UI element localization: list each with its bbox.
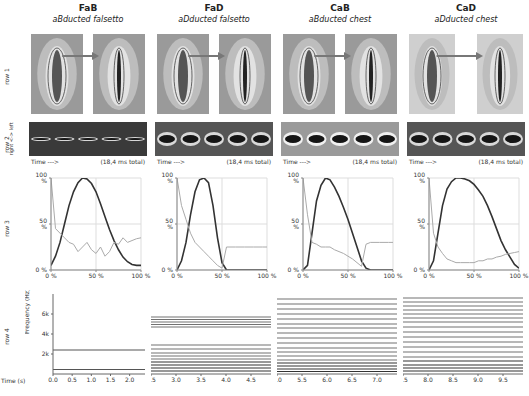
svg-text:50 %: 50 % [340,272,356,279]
svg-text:6.0: 6.0 [322,376,332,383]
svg-text:6.5: 6.5 [347,376,357,383]
svg-text:0 %: 0 % [288,266,300,273]
html-text:row 2: row 2 [2,136,10,153]
svg-text:0 %: 0 % [171,272,183,279]
html-text:Time --->: Time ---> [283,158,312,165]
svg-text:0 %: 0 % [162,266,174,273]
svg-text:100 %: 100 % [509,272,521,279]
html-text:(18,4 ms total): (18,4 ms total) [478,158,523,165]
svg-text:0.0: 0.0 [48,376,58,383]
svg-text:100%: 100% [162,172,174,184]
svg-text:2.0: 2.0 [125,376,135,383]
svg-text:100%: 100% [288,172,300,184]
html-text:row 1: row 1 [2,68,10,85]
html-text:aBducted falsetto: aBducted falsetto [52,15,124,24]
svg-text:0 %: 0 % [297,272,309,279]
html-text:Time --->: Time ---> [409,158,438,165]
html-text:Time (s): Time (s) [1,377,26,384]
svg-text:9.0: 9.0 [473,376,483,383]
svg-text:0 %: 0 % [414,266,426,273]
html-text:CaB: CaB [330,3,350,13]
html-text:aDducted chest: aDducted chest [434,15,498,24]
svg-text:50 %: 50 % [88,272,104,279]
svg-text:6k: 6k [42,310,50,317]
svg-text:7.5: 7.5 [403,376,408,383]
svg-text:9.5: 9.5 [498,376,508,383]
html-text:(18,4 ms total): (18,4 ms total) [100,158,145,165]
svg-text:2.5: 2.5 [151,376,156,383]
html-text:CaD: CaD [455,3,477,13]
svg-text:50 %: 50 % [214,272,230,279]
svg-text:4k: 4k [42,330,50,337]
html-text:Time --->: Time ---> [31,158,60,165]
html-text:right <-> left: right <-> left [8,122,14,156]
svg-text:100 %: 100 % [383,272,402,279]
svg-text:100%: 100% [414,172,426,184]
svg-text:100 %: 100 % [131,272,150,279]
svg-text:100%: 100% [36,172,48,184]
svg-text:4.5: 4.5 [246,376,256,383]
svg-text:Frequency (Hz): Frequency (Hz) [25,290,31,334]
svg-text:0 %: 0 % [423,272,435,279]
html-text:FaD: FaD [204,3,224,13]
svg-text:50%: 50% [291,217,299,230]
svg-text:5.5: 5.5 [297,376,307,383]
svg-text:5.0: 5.0 [277,376,282,383]
html-text:row 3: row 3 [2,220,10,237]
svg-text:50%: 50% [417,217,425,230]
svg-text:3.5: 3.5 [196,376,206,383]
html-text:(18,4 ms total): (18,4 ms total) [352,158,397,165]
svg-text:7.0: 7.0 [372,376,382,383]
html-text:Time --->: Time ---> [157,158,186,165]
html-text:row 4: row 4 [2,328,10,345]
html-text:aBducted chest: aBducted chest [308,15,372,24]
svg-text:8.5: 8.5 [448,376,458,383]
svg-text:50%: 50% [165,217,173,230]
svg-text:1.5: 1.5 [106,376,116,383]
svg-text:4.0: 4.0 [221,376,231,383]
svg-text:0 %: 0 % [36,266,48,273]
html-text:(18,4 ms total): (18,4 ms total) [226,158,271,165]
svg-text:3.0: 3.0 [171,376,181,383]
html-text:aDducted falsetto: aDducted falsetto [178,15,250,24]
svg-text:100 %: 100 % [257,272,276,279]
svg-text:50%: 50% [39,217,47,230]
svg-text:0.5: 0.5 [67,376,77,383]
svg-text:0 %: 0 % [45,272,57,279]
html-text:FaB: FaB [78,3,98,13]
svg-text:50 %: 50 % [466,272,482,279]
svg-text:2k: 2k [42,350,50,357]
svg-text:8.0: 8.0 [423,376,433,383]
svg-text:1.0: 1.0 [87,376,97,383]
